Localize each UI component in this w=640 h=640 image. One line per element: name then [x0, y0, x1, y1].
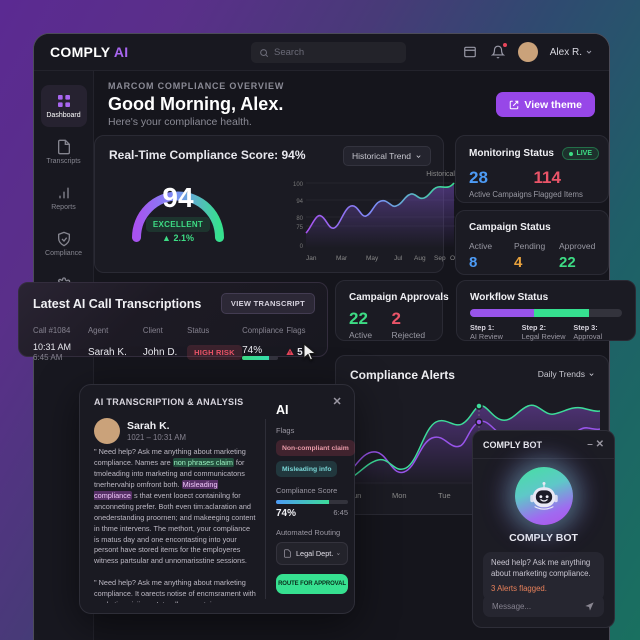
- svg-text:Sep: Sep: [434, 255, 446, 262]
- svg-text:100: 100: [293, 182, 304, 188]
- svg-text:94: 94: [296, 199, 303, 205]
- svg-text:Mon: Mon: [392, 491, 407, 500]
- svg-text:Jan: Jan: [306, 255, 317, 262]
- svg-text:75: 75: [296, 225, 303, 231]
- svg-text:May: May: [366, 255, 379, 262]
- svg-text:Aug: Aug: [414, 255, 426, 262]
- svg-text:Tue: Tue: [438, 491, 451, 500]
- svg-text:80: 80: [296, 216, 303, 222]
- svg-text:Jul: Jul: [394, 255, 403, 262]
- svg-text:0: 0: [300, 244, 304, 250]
- svg-text:Historical: Historical: [426, 171, 455, 178]
- svg-text:Mar: Mar: [336, 255, 348, 262]
